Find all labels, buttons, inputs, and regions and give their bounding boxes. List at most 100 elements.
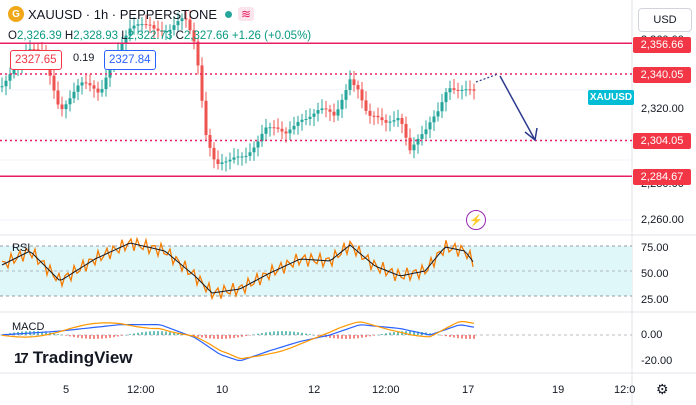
macd-histogram-bar bbox=[209, 335, 211, 339]
macd-histogram-bar bbox=[381, 334, 383, 335]
macd-histogram-bar bbox=[441, 335, 443, 336]
bolt-icon[interactable]: ⚡ bbox=[466, 210, 486, 230]
candle-body bbox=[64, 104, 68, 110]
sell-button[interactable]: 2327.65 bbox=[10, 50, 62, 70]
candle-body bbox=[344, 90, 348, 100]
macd-histogram-bar bbox=[69, 335, 71, 337]
x-tick: 10 bbox=[216, 384, 229, 396]
buy-button[interactable]: 2327.84 bbox=[104, 50, 156, 70]
symbol-title[interactable]: XAUUSD · 1h · PEPPERSTONE bbox=[28, 6, 218, 22]
macd-histogram-bar bbox=[313, 334, 315, 336]
macd-histogram-bar bbox=[345, 335, 347, 339]
candle-body bbox=[372, 115, 376, 117]
macd-histogram-bar bbox=[101, 335, 103, 339]
macd-histogram-bar bbox=[333, 335, 335, 339]
candle-body bbox=[404, 123, 408, 138]
candle-body bbox=[256, 141, 260, 148]
price-tag-support[interactable]: 2,304.05 bbox=[633, 133, 691, 149]
macd-tick: -20.00 bbox=[641, 355, 673, 367]
candle-body bbox=[460, 89, 464, 91]
candle-body bbox=[388, 121, 392, 123]
macd-line bbox=[1, 324, 475, 362]
candle-body bbox=[428, 122, 432, 130]
price-tag-resistance[interactable]: 2,340.05 bbox=[633, 67, 691, 83]
candle-body bbox=[468, 89, 472, 91]
macd-histogram-bar bbox=[281, 331, 283, 335]
candle-body bbox=[356, 85, 360, 90]
candle-body bbox=[32, 49, 36, 51]
macd-histogram-bar bbox=[141, 332, 143, 335]
spread-value: 0.19 bbox=[73, 52, 95, 64]
candle-body bbox=[248, 152, 252, 156]
candle-body bbox=[376, 115, 380, 118]
gear-icon[interactable]: ⚙ bbox=[656, 381, 669, 397]
candle-body bbox=[420, 134, 424, 139]
candle-body bbox=[160, 30, 164, 32]
symbol-header[interactable]: G XAUUSD · 1h · PEPPERSTONE ≋ bbox=[8, 6, 255, 22]
candle-body bbox=[132, 25, 136, 29]
macd-histogram-bar bbox=[217, 335, 219, 339]
candle-body bbox=[400, 118, 404, 124]
candle-body bbox=[164, 31, 168, 33]
projection-arrow bbox=[475, 73, 538, 142]
x-tick: 12:0 bbox=[614, 384, 636, 396]
candle-body bbox=[260, 133, 264, 142]
macd-histogram-bar bbox=[269, 331, 271, 335]
candle-body bbox=[228, 159, 232, 162]
macd-histogram-bar bbox=[245, 335, 247, 337]
candle-body bbox=[152, 25, 156, 29]
macd-histogram-bar bbox=[201, 335, 203, 338]
candle-body bbox=[448, 88, 452, 93]
macd-histogram-bar bbox=[213, 335, 215, 339]
currency-selector[interactable]: USD bbox=[638, 8, 692, 32]
candle-body bbox=[440, 102, 444, 112]
macd-histogram-bar bbox=[233, 335, 235, 338]
candle-body bbox=[464, 89, 468, 91]
low-label: L bbox=[121, 30, 128, 42]
candle-body bbox=[380, 117, 384, 121]
candle-body bbox=[128, 28, 132, 36]
macd-signal-line bbox=[1, 320, 475, 360]
macd-histogram-bar bbox=[133, 333, 135, 335]
candle-body bbox=[76, 85, 80, 92]
macd-histogram-bar bbox=[161, 331, 163, 335]
candle-body bbox=[8, 74, 12, 81]
candle-body bbox=[200, 65, 204, 101]
candle-body bbox=[368, 110, 372, 116]
tradingview-logo: 17 TradingView bbox=[14, 348, 133, 368]
macd-pane-label[interactable]: MACD bbox=[12, 321, 45, 333]
macd-histogram-bar bbox=[73, 335, 75, 338]
macd-histogram-bar bbox=[229, 335, 231, 339]
macd-histogram-bar bbox=[153, 331, 155, 335]
low-value: 2,322.73 bbox=[127, 30, 173, 42]
macd-histogram-bar bbox=[285, 331, 287, 335]
macd-histogram-bar bbox=[385, 333, 387, 335]
candle-body bbox=[60, 104, 64, 110]
indicator-icon[interactable]: ≋ bbox=[238, 7, 255, 21]
candle-body bbox=[264, 127, 268, 134]
rsi-pane-label[interactable]: RSI bbox=[12, 242, 31, 254]
macd-histogram-bar bbox=[57, 334, 59, 335]
macd-histogram-bar bbox=[369, 335, 371, 337]
candle-body bbox=[68, 98, 72, 105]
macd-histogram-bar bbox=[329, 335, 331, 338]
macd-histogram-bar bbox=[409, 331, 411, 335]
high-label: H bbox=[64, 30, 74, 42]
price-tag-support-low[interactable]: 2,284.67 bbox=[633, 169, 691, 185]
macd-pane bbox=[0, 320, 632, 362]
candle-body bbox=[312, 113, 316, 117]
candle-body bbox=[80, 82, 84, 86]
candle-body bbox=[4, 80, 8, 87]
macd-histogram-bar bbox=[149, 331, 151, 335]
macd-histogram-bar bbox=[41, 331, 43, 335]
price-tag-resistance-high[interactable]: 2,356.66 bbox=[633, 37, 691, 53]
macd-histogram-bar bbox=[473, 335, 475, 339]
macd-tick: 0.00 bbox=[641, 329, 663, 341]
macd-histogram-bar bbox=[305, 333, 307, 335]
candle-body bbox=[184, 18, 188, 20]
y-tick: 2,260.00 bbox=[641, 214, 684, 226]
macd-histogram-bar bbox=[417, 331, 419, 335]
candle-body bbox=[196, 41, 200, 66]
candle-body bbox=[452, 88, 456, 90]
